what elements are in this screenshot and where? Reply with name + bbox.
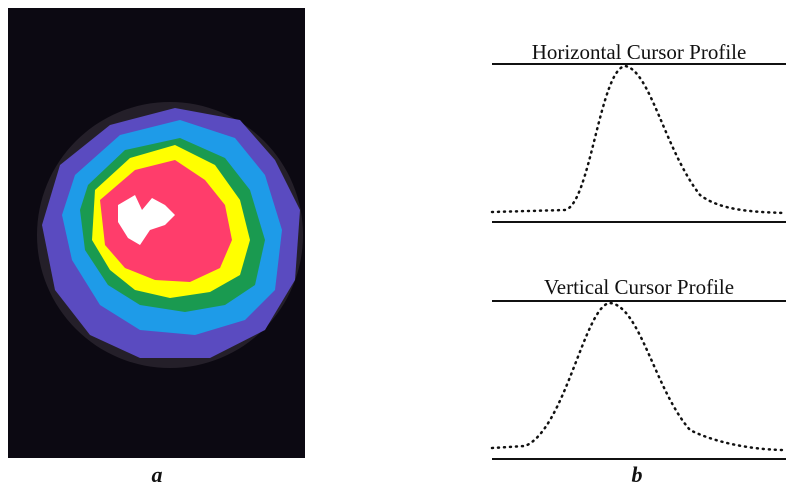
profile-title: Horizontal Cursor Profile xyxy=(532,40,747,64)
panel-label: a xyxy=(152,462,163,487)
panel-a-image xyxy=(8,8,305,458)
vertical-profile-curve xyxy=(492,303,786,450)
horizontal-profile-curve xyxy=(492,66,786,213)
figure: a Horizontal Cursor Profile Vertical Cur… xyxy=(0,0,789,488)
profile-title: Vertical Cursor Profile xyxy=(544,275,734,299)
panel-label: b xyxy=(632,462,643,487)
